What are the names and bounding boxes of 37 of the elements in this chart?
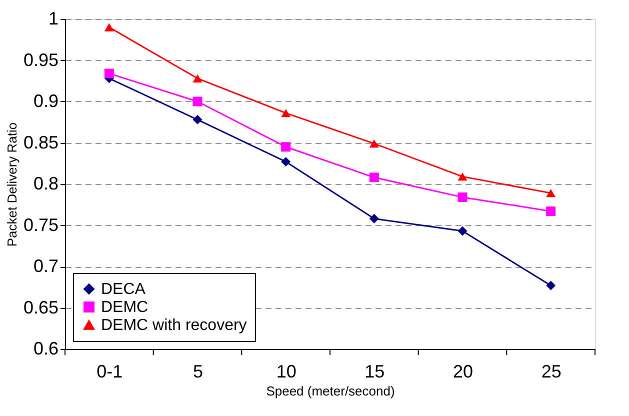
point: [281, 108, 291, 118]
point: [369, 214, 379, 224]
x-tick-label: 25: [541, 362, 562, 382]
x-tick-label: 5: [192, 362, 204, 382]
point: [369, 139, 379, 148]
point: [458, 172, 468, 181]
x-tick-label: 0-1: [96, 362, 123, 382]
point: [546, 188, 556, 198]
point: [104, 23, 114, 32]
point: [192, 114, 202, 124]
y-tick-label: 0.9: [33, 91, 58, 111]
point: [192, 74, 202, 83]
point: [369, 172, 379, 182]
point: [192, 96, 202, 106]
x-tick-label: 10: [276, 362, 296, 382]
x-tick-label: 20: [452, 362, 474, 382]
legend-label: DEMC: [101, 299, 148, 316]
y-tick-label: 1: [48, 8, 58, 28]
point: [546, 280, 556, 290]
y-tick-label: 0.8: [33, 174, 58, 194]
legend-label: DEMC with recovery: [101, 317, 247, 334]
y-tick-label: 0.75: [23, 214, 58, 235]
point: [458, 192, 468, 202]
y-tick-label: 0.95: [23, 50, 58, 70]
y-tick-label: 0.85: [23, 132, 58, 152]
y-tick-label: 0.65: [23, 297, 58, 318]
point: [281, 142, 291, 152]
y-tick-label: 0.7: [33, 256, 58, 276]
y-tick-label: 0.6: [33, 338, 58, 358]
x-axis-title: Speed (meter/second): [266, 384, 395, 398]
legend-label: DECA: [101, 281, 146, 298]
point: [281, 156, 291, 166]
point: [458, 226, 468, 236]
y-axis-title: Packet Delivery Ratio: [4, 122, 20, 247]
point: [104, 68, 114, 78]
x-tick-label: 15: [364, 362, 385, 382]
point: [546, 206, 556, 216]
